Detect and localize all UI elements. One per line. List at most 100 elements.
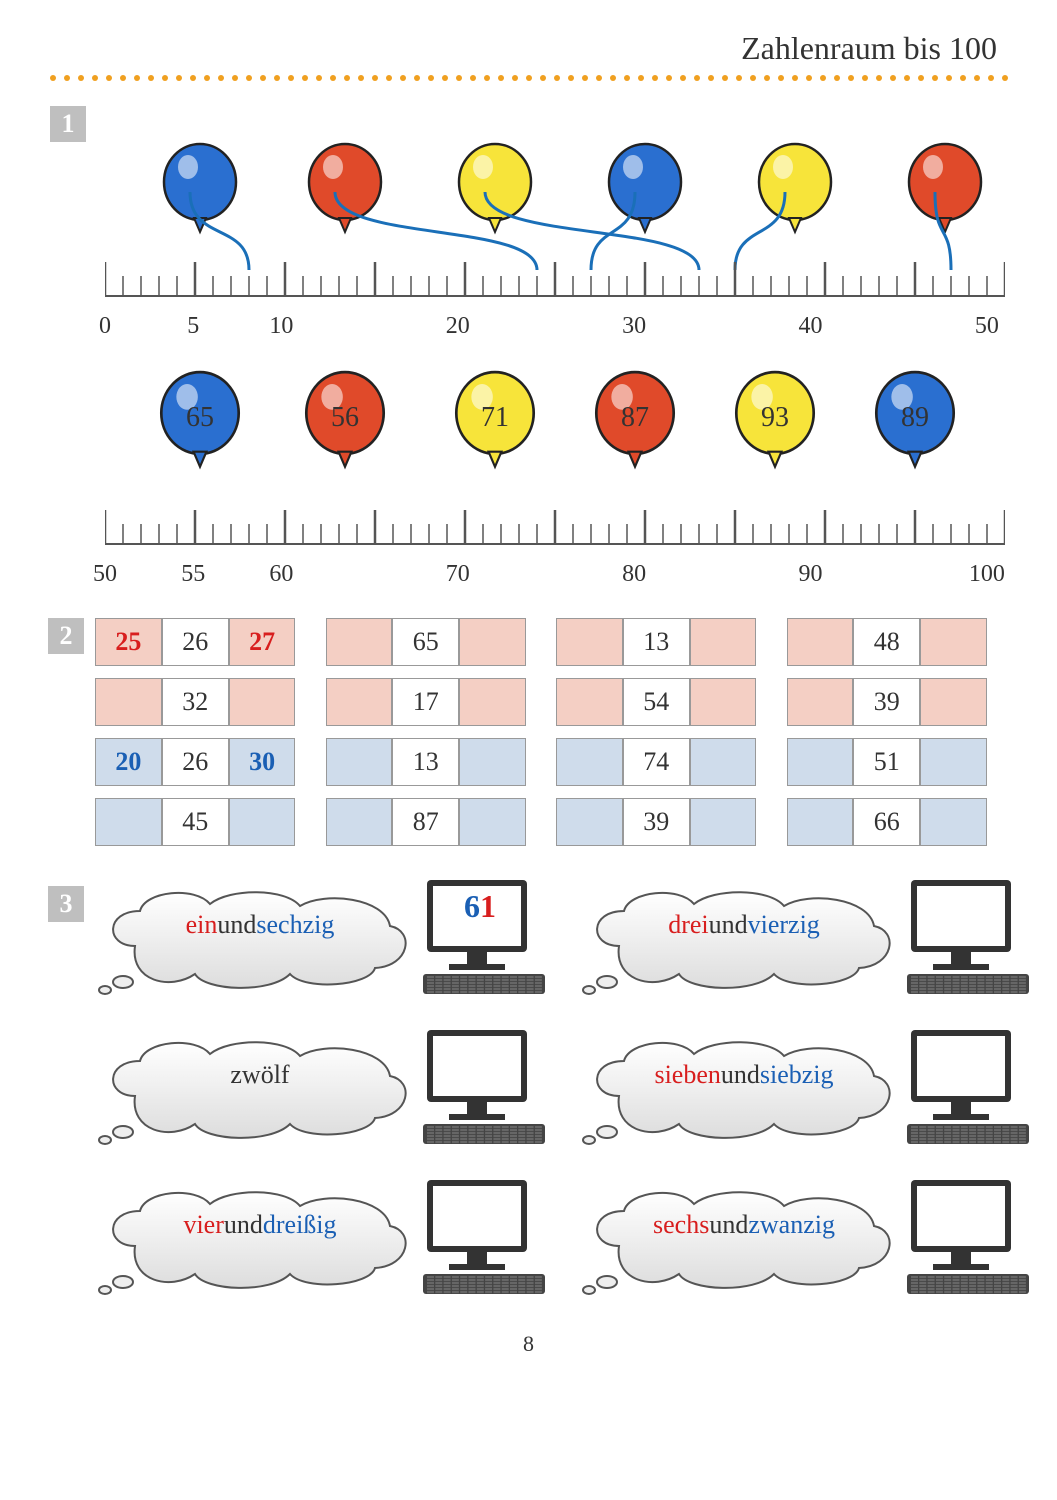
number-cell[interactable] bbox=[459, 798, 526, 846]
tick-label: 0 bbox=[85, 313, 125, 340]
word-number-item: dreiundvierzig bbox=[579, 876, 1033, 1001]
number-cell: 32 bbox=[162, 678, 229, 726]
number-triple: 13 bbox=[326, 738, 527, 786]
balloon-number: 89 bbox=[870, 402, 960, 434]
number-cell[interactable] bbox=[690, 618, 757, 666]
balloon-numbered: 71 bbox=[450, 370, 540, 482]
monitor-answer: 61 bbox=[431, 888, 529, 925]
number-cell: 66 bbox=[853, 798, 920, 846]
number-triple: 66 bbox=[787, 798, 988, 846]
balloon-number: 87 bbox=[590, 402, 680, 434]
number-cell[interactable] bbox=[787, 798, 854, 846]
balloon-number: 56 bbox=[300, 402, 390, 434]
monitor-icon bbox=[903, 1026, 1033, 1151]
balloon-number: 65 bbox=[155, 402, 245, 434]
tick-label: 40 bbox=[791, 313, 831, 340]
number-cell[interactable] bbox=[787, 618, 854, 666]
exercise-2: 2 25262765134832175439202630137451458739… bbox=[50, 618, 1007, 846]
balloon-numbered: 89 bbox=[870, 370, 960, 482]
tick-label: 70 bbox=[438, 561, 478, 588]
number-word: zwölf bbox=[125, 1060, 395, 1090]
number-cell: 48 bbox=[853, 618, 920, 666]
tick-label: 100 bbox=[967, 561, 1007, 588]
number-word: sechsundzwanzig bbox=[609, 1210, 879, 1240]
page-number: 8 bbox=[50, 1331, 1007, 1357]
tick-label: 30 bbox=[614, 313, 654, 340]
word-number-item: zwölf bbox=[95, 1026, 549, 1151]
word-number-item: siebenundsiebzig bbox=[579, 1026, 1033, 1151]
number-cell: 13 bbox=[623, 618, 690, 666]
monitor-icon bbox=[419, 1176, 549, 1301]
word-number-item: sechsundzwanzig bbox=[579, 1176, 1033, 1301]
number-cell[interactable] bbox=[556, 798, 623, 846]
number-cell: 74 bbox=[623, 738, 690, 786]
number-triple: 65 bbox=[326, 618, 527, 666]
number-cell[interactable] bbox=[326, 738, 393, 786]
number-cell[interactable] bbox=[326, 618, 393, 666]
tick-label: 50 bbox=[967, 313, 1007, 340]
number-cell[interactable] bbox=[326, 678, 393, 726]
tick-label: 80 bbox=[614, 561, 654, 588]
number-cell[interactable] bbox=[459, 618, 526, 666]
number-cell[interactable] bbox=[690, 798, 757, 846]
number-cell: 26 bbox=[162, 618, 229, 666]
tick-label: 55 bbox=[173, 561, 213, 588]
number-cell[interactable] bbox=[556, 618, 623, 666]
number-triple: 32 bbox=[95, 678, 296, 726]
number-cell[interactable] bbox=[229, 678, 296, 726]
balloon-numbered: 93 bbox=[730, 370, 820, 482]
dotted-divider bbox=[50, 75, 1007, 81]
number-triple: 13 bbox=[556, 618, 757, 666]
number-cell[interactable] bbox=[787, 738, 854, 786]
number-cell[interactable] bbox=[459, 678, 526, 726]
number-triple: 252627 bbox=[95, 618, 296, 666]
number-cell[interactable] bbox=[920, 738, 987, 786]
number-cell[interactable] bbox=[787, 678, 854, 726]
tick-label: 90 bbox=[791, 561, 831, 588]
number-cell: 65 bbox=[392, 618, 459, 666]
exercise-3: 3 einundsechzig 61 bbox=[50, 876, 1007, 1301]
exercise-badge-1: 1 bbox=[50, 106, 86, 142]
tick-label: 60 bbox=[261, 561, 301, 588]
number-triple: 74 bbox=[556, 738, 757, 786]
monitor-icon bbox=[903, 876, 1033, 1001]
number-word: siebenundsiebzig bbox=[609, 1060, 879, 1090]
number-cell: 39 bbox=[623, 798, 690, 846]
number-cell: 27 bbox=[229, 618, 296, 666]
number-cell[interactable] bbox=[920, 678, 987, 726]
number-cell: 30 bbox=[229, 738, 296, 786]
balloon-number: 71 bbox=[450, 402, 540, 434]
number-cell[interactable] bbox=[920, 798, 987, 846]
number-triple: 39 bbox=[787, 678, 988, 726]
number-cell[interactable] bbox=[326, 798, 393, 846]
number-cell[interactable] bbox=[556, 678, 623, 726]
number-cell: 54 bbox=[623, 678, 690, 726]
exercise-badge-3: 3 bbox=[48, 886, 84, 922]
number-line-bottom: 505560708090100 bbox=[105, 510, 987, 588]
monitor-icon bbox=[419, 1026, 549, 1151]
balloon-number: 93 bbox=[730, 402, 820, 434]
number-cell[interactable] bbox=[459, 738, 526, 786]
monitor-icon bbox=[903, 1176, 1033, 1301]
number-cell[interactable] bbox=[920, 618, 987, 666]
number-cell: 87 bbox=[392, 798, 459, 846]
number-cell[interactable] bbox=[690, 678, 757, 726]
number-cell: 45 bbox=[162, 798, 229, 846]
number-word: vierunddreißig bbox=[125, 1210, 395, 1240]
number-cell[interactable] bbox=[95, 678, 162, 726]
number-cell: 39 bbox=[853, 678, 920, 726]
number-cell[interactable] bbox=[95, 798, 162, 846]
number-cell: 25 bbox=[95, 618, 162, 666]
exercise-1: 1 051020304050 65 56 bbox=[50, 106, 1007, 588]
number-cell[interactable] bbox=[229, 798, 296, 846]
tick-label: 10 bbox=[261, 313, 301, 340]
number-cell: 51 bbox=[853, 738, 920, 786]
number-cell: 26 bbox=[162, 738, 229, 786]
number-cell[interactable] bbox=[690, 738, 757, 786]
number-cell[interactable] bbox=[556, 738, 623, 786]
balloon-numbered: 56 bbox=[300, 370, 390, 482]
number-cell: 20 bbox=[95, 738, 162, 786]
number-triple: 39 bbox=[556, 798, 757, 846]
number-triple: 202630 bbox=[95, 738, 296, 786]
number-triple: 45 bbox=[95, 798, 296, 846]
